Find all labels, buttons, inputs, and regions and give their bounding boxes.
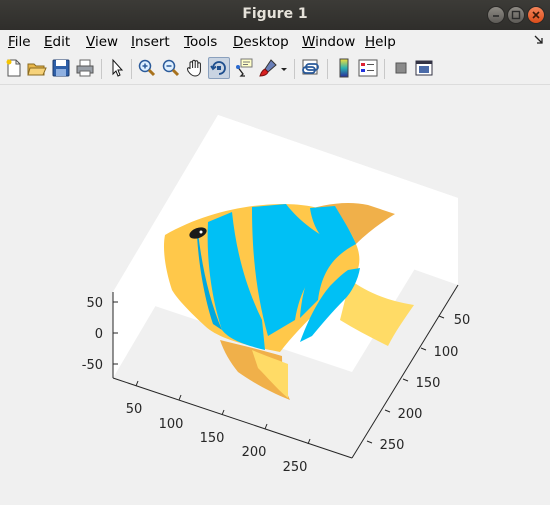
- z-tick-label: 50: [86, 296, 103, 311]
- dock-arrow-icon[interactable]: [534, 34, 544, 49]
- x-tick-label: 150: [200, 431, 225, 446]
- menu-view-rest: iew: [94, 34, 119, 50]
- edit-plot-icon[interactable]: [106, 57, 128, 79]
- menu-bar: File Edit View Insert Tools Desktop Wind…: [0, 30, 550, 54]
- toolbar-separator: [327, 59, 328, 79]
- menu-view[interactable]: View: [86, 34, 119, 50]
- plot-canvas[interactable]: 50 0 -50 50 100 150 200 250 50 100 150 2…: [0, 85, 550, 505]
- menu-file-rest: ile: [14, 34, 31, 50]
- new-figure-icon[interactable]: [3, 57, 25, 79]
- close-button[interactable]: [527, 6, 545, 24]
- open-file-icon[interactable]: [26, 57, 48, 79]
- save-icon[interactable]: [50, 57, 72, 79]
- y-tick-label: 100: [434, 345, 459, 360]
- menu-help-rest: elp: [375, 34, 396, 50]
- link-plot-icon[interactable]: [300, 57, 322, 79]
- toolbar-separator: [294, 59, 295, 79]
- x-axis-line: [112, 377, 353, 459]
- toolbar-separator: [101, 59, 102, 79]
- menu-tools[interactable]: Tools: [184, 34, 218, 50]
- menu-file[interactable]: File: [8, 34, 31, 50]
- window-title: Figure 1: [242, 6, 308, 22]
- menu-tools-rest: ools: [189, 34, 218, 50]
- toolbar-separator: [131, 59, 132, 79]
- x-tick-label: 250: [283, 460, 308, 475]
- axes-back-wall: [218, 115, 458, 285]
- show-plot-tools-icon[interactable]: [413, 57, 435, 79]
- y-tick-label: 50: [454, 313, 471, 328]
- data-cursor-icon[interactable]: [233, 57, 255, 79]
- maximize-button[interactable]: [507, 6, 525, 24]
- menu-window-rest: indow: [315, 34, 356, 50]
- menu-insert-rest: nsert: [134, 34, 170, 50]
- insert-legend-icon[interactable]: [357, 57, 379, 79]
- zoom-out-icon[interactable]: [160, 57, 182, 79]
- menu-desktop[interactable]: Desktop: [233, 34, 289, 50]
- x-tick-label: 50: [126, 402, 143, 417]
- menu-edit[interactable]: Edit: [44, 34, 71, 50]
- menu-window[interactable]: Window: [302, 34, 356, 50]
- y-tick-label: 150: [416, 376, 441, 391]
- menu-insert[interactable]: Insert: [131, 34, 170, 50]
- brush-dropdown-icon[interactable]: [279, 57, 289, 79]
- minimize-button[interactable]: [487, 6, 505, 24]
- z-axis-ticks: 50 0 -50: [82, 296, 118, 373]
- x-tick-label: 100: [159, 417, 184, 432]
- insert-colorbar-icon[interactable]: [333, 57, 355, 79]
- y-tick-label: 200: [398, 407, 423, 422]
- print-icon[interactable]: [74, 57, 96, 79]
- x-tick-label: 200: [242, 445, 267, 460]
- z-tick-label: -50: [82, 358, 103, 373]
- z-tick-label: 0: [95, 327, 103, 342]
- title-bar: Figure 1: [0, 0, 550, 30]
- pan-hand-icon[interactable]: [184, 57, 206, 79]
- fish-surface: [163, 202, 414, 400]
- menu-edit-rest: dit: [52, 34, 71, 50]
- zoom-in-icon[interactable]: [136, 57, 158, 79]
- y-axis-line: [351, 284, 459, 459]
- menu-help[interactable]: Help: [365, 34, 396, 50]
- y-axis-ticks: 50 100 150 200 250: [366, 313, 471, 453]
- menu-desktop-rest: esktop: [243, 34, 289, 50]
- hide-plot-tools-icon[interactable]: [390, 57, 412, 79]
- brush-icon[interactable]: [257, 57, 279, 79]
- figure-toolbar: [0, 54, 550, 85]
- x-axis-ticks: 50 100 150 200 250: [126, 380, 311, 475]
- toolbar-separator: [384, 59, 385, 79]
- rotate-3d-icon[interactable]: [208, 57, 230, 79]
- y-tick-label: 250: [380, 438, 405, 453]
